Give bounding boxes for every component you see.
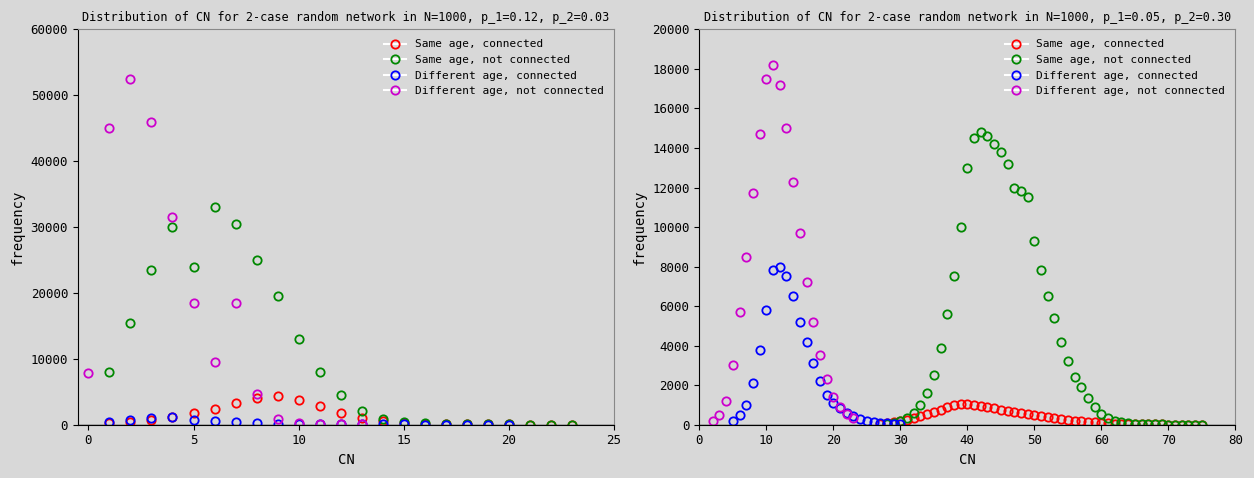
X-axis label: CN: CN (959, 453, 976, 467)
Title: Distribution of CN for 2-case random network in N=1000, p_1=0.05, p_2=0.30: Distribution of CN for 2-case random net… (703, 11, 1231, 24)
Y-axis label: frequency: frequency (11, 189, 25, 265)
Legend: Same age, connected, Same age, not connected, Different age, connected, Differen: Same age, connected, Same age, not conne… (380, 35, 608, 100)
Y-axis label: frequency: frequency (632, 189, 647, 265)
Title: Distribution of CN for 2-case random network in N=1000, p_1=0.12, p_2=0.03: Distribution of CN for 2-case random net… (83, 11, 609, 24)
Legend: Same age, connected, Same age, not connected, Different age, connected, Differen: Same age, connected, Same age, not conne… (1001, 35, 1230, 100)
X-axis label: CN: CN (337, 453, 355, 467)
